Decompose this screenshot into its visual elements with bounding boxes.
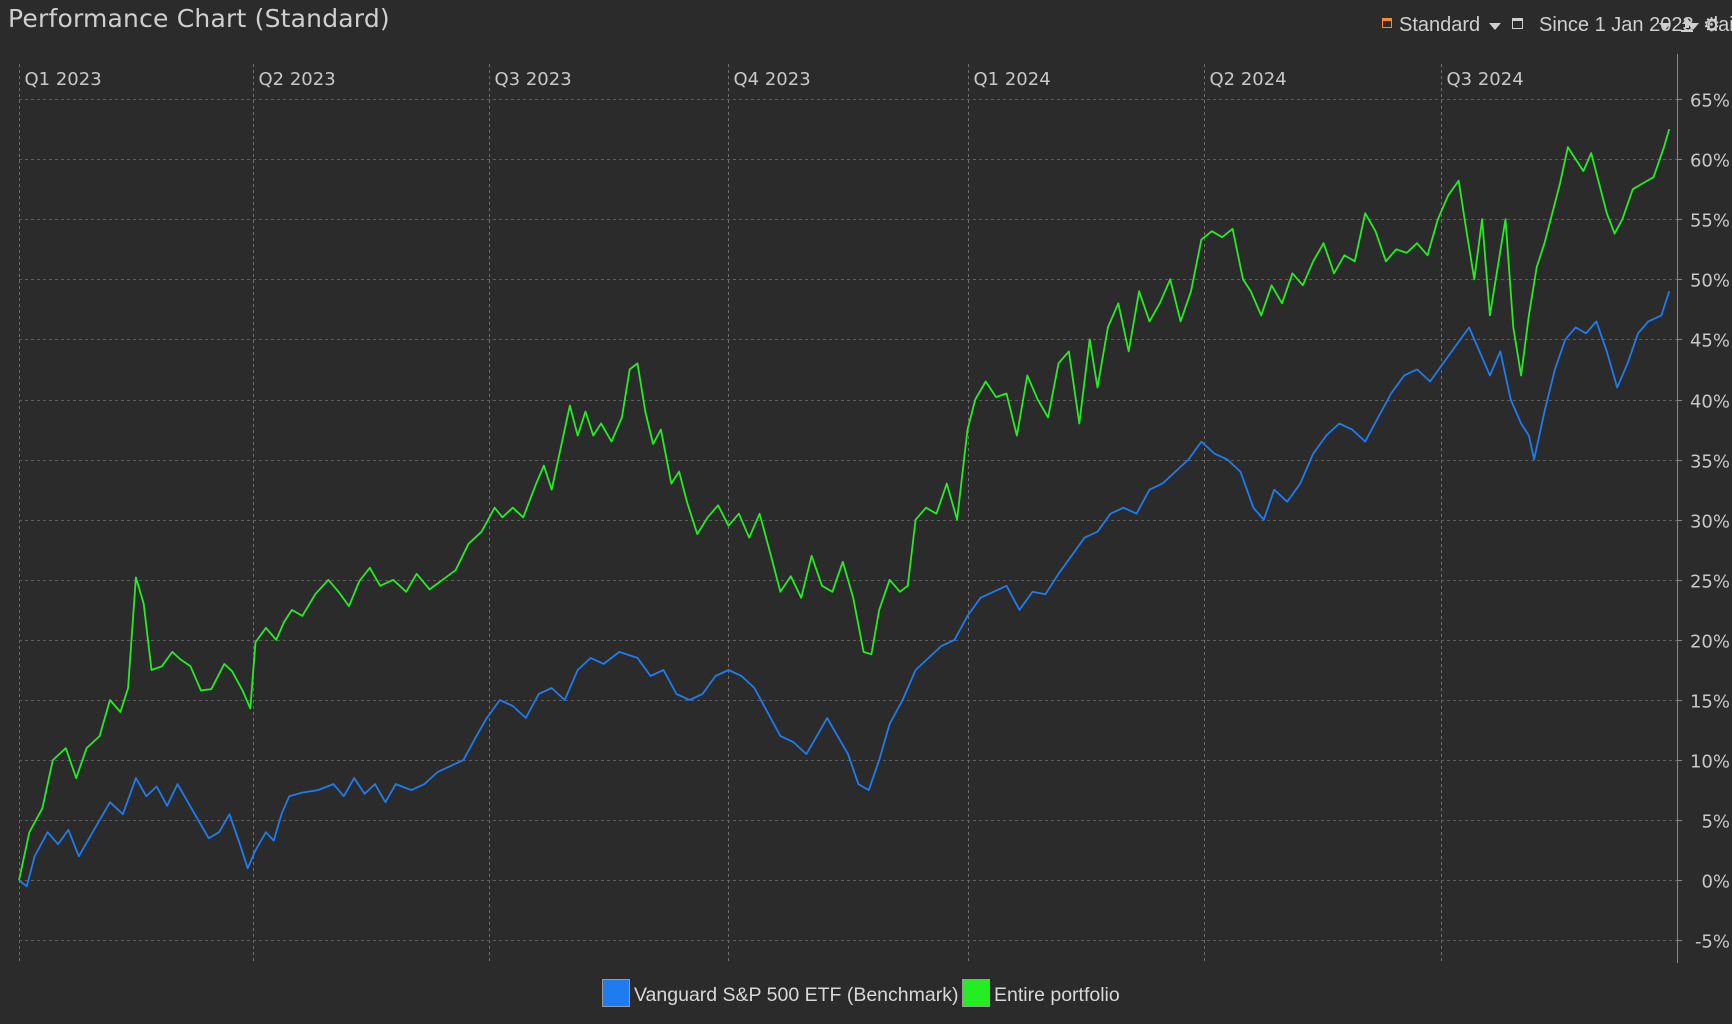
x-tick-label: Q3 2023 — [495, 69, 572, 90]
series-lines — [18, 128, 1671, 888]
y-tick-label: 10% — [1690, 752, 1730, 773]
y-tick-label: 30% — [1690, 512, 1730, 533]
vertical-grid — [19, 64, 1442, 963]
chart-window-title: Performance Chart (Standard) — [8, 4, 390, 33]
y-tick-label: 65% — [1690, 91, 1730, 112]
gear-icon[interactable]: ⚙ — [1703, 14, 1721, 36]
chart-legend: Vanguard S&P 500 ETF (Benchmark) Entire … — [0, 979, 1732, 1013]
x-tick-label: Q2 2023 — [259, 69, 336, 90]
chart-toolbar: Standard Since 1 Jan 2023 daily — [1312, 14, 1732, 38]
period-dropdown-chevron-icon[interactable] — [1687, 23, 1699, 30]
x-axis-tick-labels: Q1 2023 Q2 2023 Q3 2023 Q4 2023 Q1 2024 Q2 20… — [25, 69, 1524, 90]
y-tick-label: 25% — [1690, 572, 1730, 593]
x-tick-label: Q1 2024 — [974, 69, 1051, 90]
period-selector[interactable]: Since 1 Jan 2023 — [1539, 14, 1694, 36]
legend-label-benchmark: Vanguard S&P 500 ETF (Benchmark) — [634, 984, 959, 1006]
standard-view-icon[interactable] — [1382, 18, 1392, 28]
series-line-portfolio — [18, 128, 1671, 881]
y-tick-label: 35% — [1690, 452, 1730, 473]
legend-swatch-portfolio — [962, 979, 990, 1007]
y-tick-label: 20% — [1690, 632, 1730, 653]
y-tick-label: 15% — [1690, 692, 1730, 713]
performance-chart: Q1 2023 Q2 2023 Q3 2023 Q4 2023 Q1 2024 Q2 20… — [18, 54, 1730, 963]
legend-label-portfolio: Entire portfolio — [994, 984, 1120, 1006]
view-selector[interactable]: Standard — [1399, 14, 1481, 36]
x-tick-label: Q4 2023 — [734, 69, 811, 90]
x-tick-label: Q2 2024 — [1210, 69, 1287, 90]
y-tick-label: 0% — [1701, 872, 1730, 893]
y-tick-label: 55% — [1690, 211, 1730, 232]
export-icon[interactable] — [1680, 17, 1694, 33]
x-tick-label: Q1 2023 — [25, 69, 102, 90]
view-dropdown-chevron-icon[interactable] — [1489, 23, 1501, 30]
y-tick-label: 5% — [1701, 812, 1730, 833]
interval-dropdown-chevron-icon[interactable] — [1659, 23, 1671, 30]
calendar-icon[interactable] — [1512, 18, 1523, 29]
y-axis: -5% 0% 5% 10% 15% 20% 25% 30% 35% 40% 45% 50% 55% 60%… — [1677, 54, 1730, 963]
interval-selector[interactable]: daily — [1707, 14, 1732, 36]
y-tick-label: -5% — [1695, 932, 1730, 953]
series-line-benchmark — [18, 291, 1671, 888]
y-tick-label: 60% — [1690, 151, 1730, 172]
y-tick-label: 40% — [1690, 392, 1730, 413]
y-tick-label: 45% — [1690, 331, 1730, 352]
horizontal-grid — [19, 99, 1677, 941]
x-tick-label: Q3 2024 — [1447, 69, 1524, 90]
legend-swatch-benchmark — [602, 979, 630, 1007]
y-tick-label: 50% — [1690, 271, 1730, 292]
